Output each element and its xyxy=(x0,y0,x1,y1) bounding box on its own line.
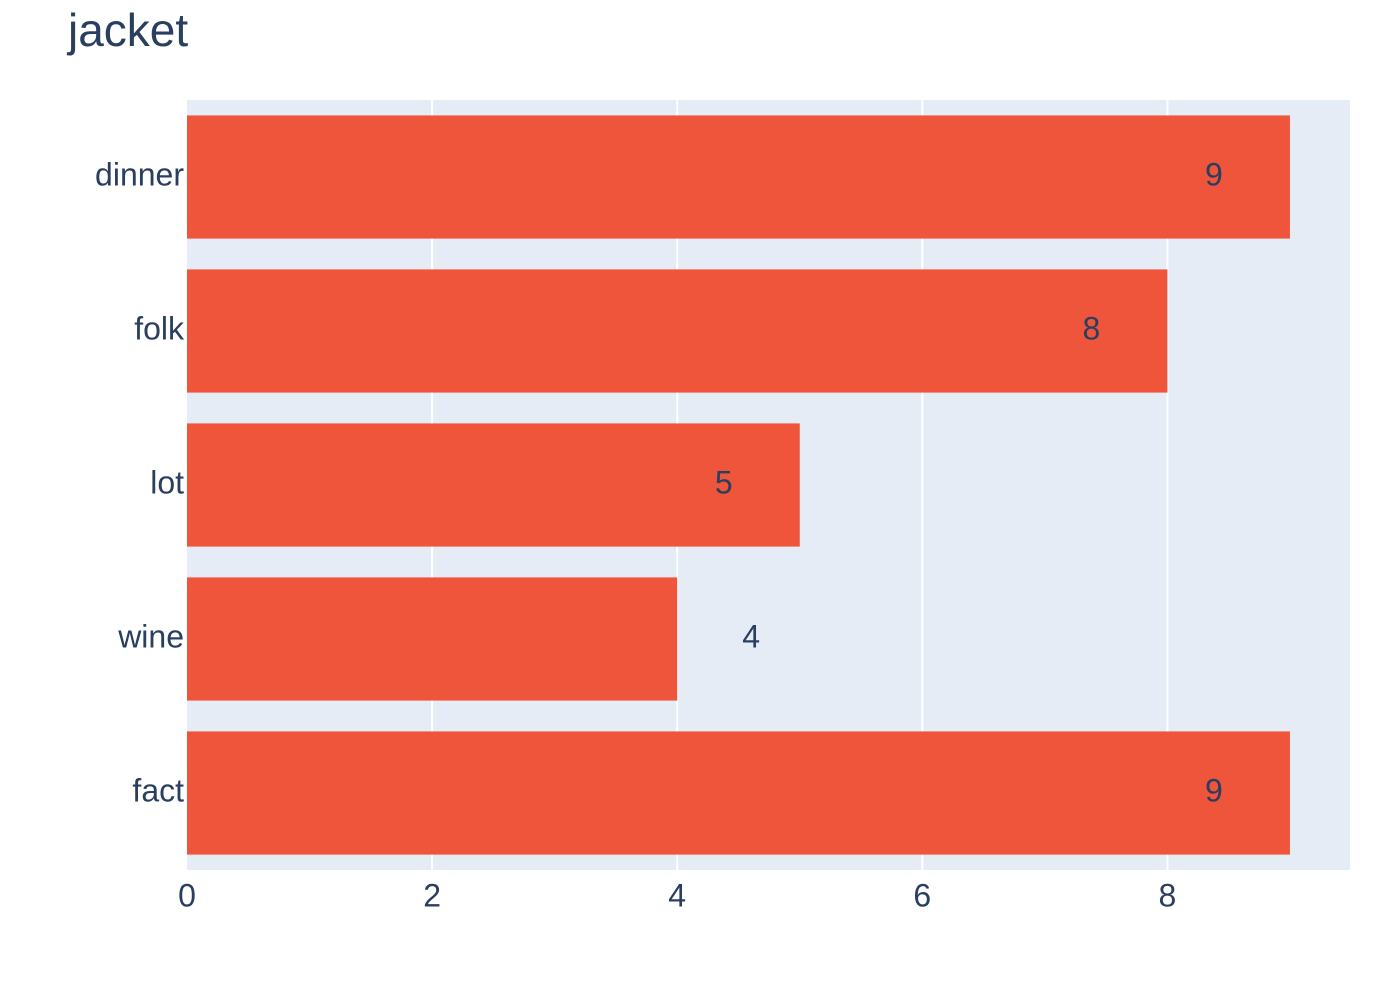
value-label: 9 xyxy=(1205,156,1223,192)
value-label: 4 xyxy=(742,618,760,654)
bar xyxy=(187,423,800,547)
chart-title: jacket xyxy=(66,4,188,56)
x-tick-label: 6 xyxy=(913,877,931,913)
bar xyxy=(187,577,678,701)
value-label: 5 xyxy=(715,464,733,500)
bar xyxy=(187,269,1168,393)
y-tick-label: wine xyxy=(117,618,184,654)
value-label: 9 xyxy=(1205,772,1223,808)
y-tick-label: dinner xyxy=(95,156,184,192)
y-tick-label: fact xyxy=(132,772,184,808)
y-tick-label: folk xyxy=(134,310,185,346)
bar xyxy=(187,115,1290,239)
x-tick-label: 2 xyxy=(423,877,441,913)
x-tick-label: 4 xyxy=(668,877,686,913)
x-tick-label: 8 xyxy=(1159,877,1177,913)
x-tick-label: 0 xyxy=(178,877,196,913)
y-tick-label: lot xyxy=(150,464,184,500)
bar xyxy=(187,731,1290,855)
value-label: 8 xyxy=(1083,310,1101,346)
